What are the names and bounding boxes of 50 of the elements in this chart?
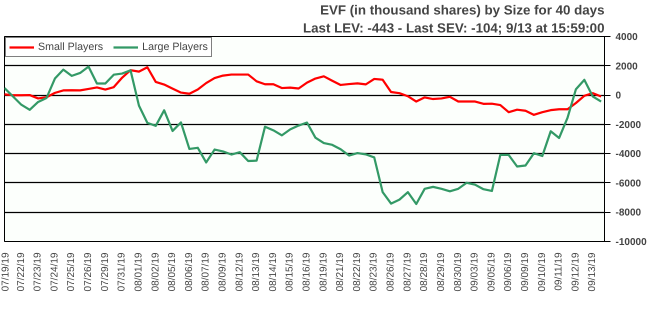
x-tick-label: 08/23/19	[368, 252, 380, 292]
legend-label: Small Players	[38, 41, 104, 53]
x-tick-label: 09/10/19	[536, 252, 548, 292]
x-tick-label: 09/03/19	[470, 252, 481, 292]
x-tick-label: 07/22/19	[16, 252, 27, 292]
y-tick-label: 2000	[616, 61, 638, 72]
x-tick-label: 08/06/19	[184, 252, 195, 292]
y-tick-label: 4000	[616, 32, 638, 43]
y-tick-label: -4000	[616, 149, 642, 160]
x-tick-label: 08/28/19	[419, 252, 430, 292]
y-tick-label: -6000	[616, 178, 642, 190]
x-tick-label: 08/05/19	[167, 252, 178, 292]
x-tick-label: 08/26/19	[386, 252, 397, 292]
x-tick-label: 08/29/19	[436, 252, 447, 292]
chart-title: EVF (in thousand shares) by Size for 40 days	[320, 2, 605, 18]
x-tick-label: 09/06/19	[503, 252, 514, 292]
x-tick-label: 09/12/19	[570, 252, 582, 292]
x-tick-label: 09/11/19	[554, 252, 565, 291]
x-tick-label: 07/26/19	[83, 252, 94, 292]
y-tick-label: -10000	[616, 237, 648, 248]
legend-label: Large Players	[142, 41, 208, 53]
x-tick-label: 08/09/19	[217, 252, 228, 292]
line-series	[4, 66, 602, 206]
y-tick-label: 0	[616, 90, 622, 102]
line-series	[4, 66, 602, 116]
x-tick-label: 09/09/19	[520, 252, 532, 292]
x-tick-label: 08/21/19	[335, 252, 346, 292]
x-tick-label: 08/14/19	[268, 252, 279, 292]
x-tick-label: 07/24/19	[49, 252, 60, 292]
y-tick-label: -8000	[616, 208, 642, 219]
x-tick-label: 08/13/19	[251, 252, 262, 292]
x-tick-label: 07/23/19	[32, 252, 44, 292]
x-tick-label: 08/07/19	[200, 252, 212, 292]
x-tick-label: 08/30/19	[452, 252, 464, 292]
x-tick-label: 08/19/19	[318, 252, 330, 292]
x-tick-label: 07/19/19	[0, 252, 12, 292]
x-tick-label: 07/31/19	[116, 252, 128, 292]
x-tick-label: 09/13/19	[587, 252, 598, 292]
y-tick-label: -2000	[616, 120, 642, 131]
x-tick-label: 09/05/19	[486, 252, 498, 292]
x-tick-label: 08/01/19	[133, 252, 144, 292]
x-tick-label: 08/27/19	[402, 252, 414, 292]
x-tick-label: 07/29/19	[100, 252, 111, 292]
x-tick-label: 08/22/19	[352, 252, 363, 292]
x-tick-label: 08/02/19	[150, 252, 162, 292]
x-tick-label: 08/12/19	[234, 252, 246, 292]
x-tick-label: 08/15/19	[284, 252, 296, 292]
chart-subtitle: Last LEV: -443 - Last SEV: -104; 9/13 at 15:59:00	[302, 20, 605, 36]
x-tick-label: 08/16/19	[302, 252, 313, 292]
x-tick-label: 07/25/19	[66, 252, 78, 292]
